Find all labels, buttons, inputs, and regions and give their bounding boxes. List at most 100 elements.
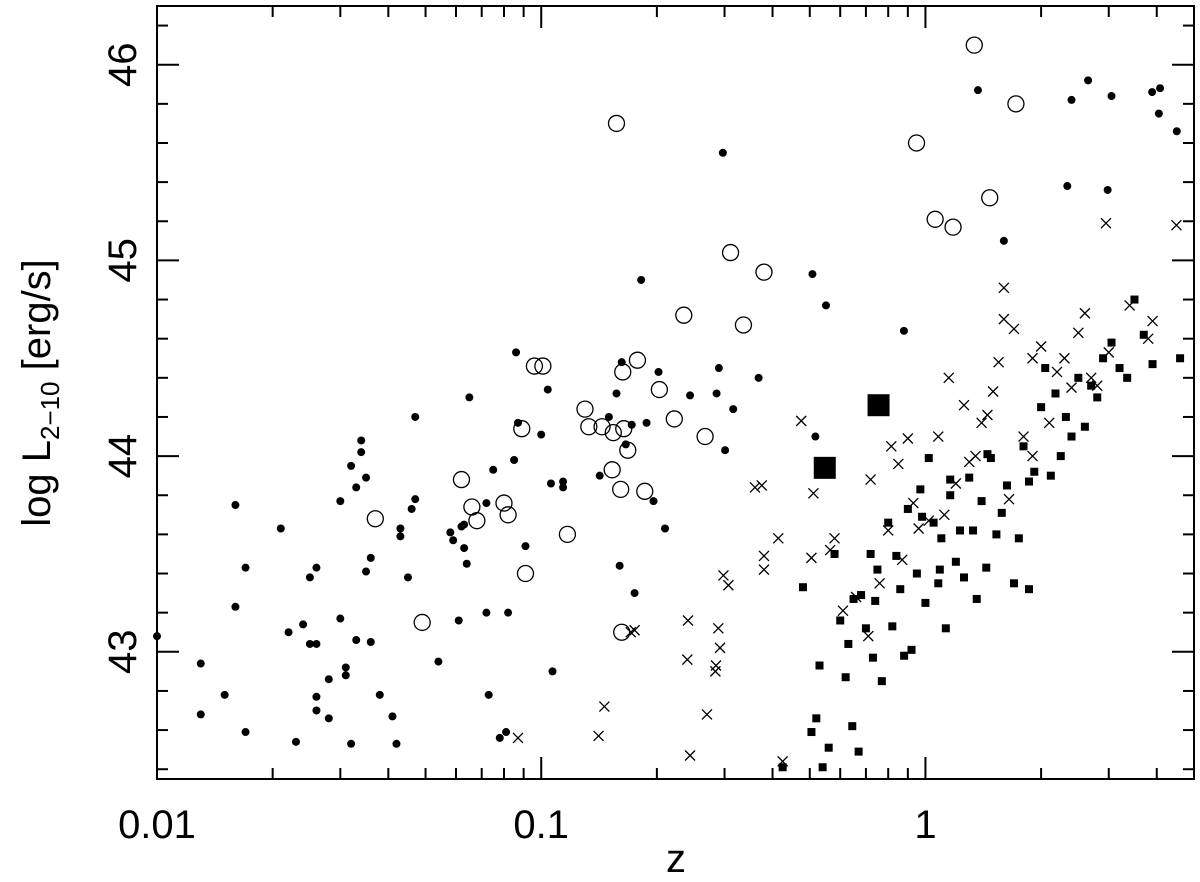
point-filled-circle <box>821 301 830 310</box>
point-filled-circle <box>312 563 321 572</box>
point-filled-circle <box>718 148 727 157</box>
point-filled-square <box>857 591 866 600</box>
point-filled-circle <box>899 326 908 335</box>
point-filled-circle <box>407 504 416 513</box>
y-axis-label-main: log L <box>15 440 59 527</box>
point-open-circle <box>558 525 577 544</box>
point-filled-circle <box>604 412 613 421</box>
point-open-circle <box>675 306 693 324</box>
point-cross <box>709 665 721 677</box>
y-axis-label: log L2−10 [erg/s] <box>15 259 65 527</box>
point-open-circle <box>499 506 517 524</box>
point-filled-circle <box>595 471 604 480</box>
point-large-filled-square <box>867 394 890 417</box>
point-open-circle <box>926 210 944 228</box>
y-tick-label: 44 <box>101 434 145 479</box>
point-filled-circle <box>495 733 504 742</box>
point-cross <box>1035 341 1047 352</box>
point-filled-square <box>900 651 909 660</box>
point-filled-square <box>1019 442 1028 451</box>
point-filled-circle <box>1107 92 1116 101</box>
point-open-circle <box>580 418 598 436</box>
point-open-circle <box>755 263 773 281</box>
point-filled-circle <box>1172 127 1181 136</box>
point-filled-square <box>997 508 1006 517</box>
point-filled-square <box>935 565 944 574</box>
point-cross <box>714 642 726 654</box>
x-tick-label: 0.01 <box>118 803 196 847</box>
point-filled-square <box>1123 373 1132 382</box>
point-cross <box>682 615 694 626</box>
point-filled-circle <box>347 739 356 748</box>
point-filled-circle <box>811 432 820 441</box>
point-filled-circle <box>312 692 321 701</box>
point-open-circle <box>636 482 654 500</box>
point-filled-square <box>892 551 901 560</box>
point-filled-square <box>916 485 925 494</box>
point-filled-circle <box>543 385 552 394</box>
point-filled-square <box>1087 381 1096 390</box>
point-filled-circle <box>1067 95 1076 104</box>
point-filled-square <box>1030 467 1039 476</box>
point-filled-circle <box>465 393 474 402</box>
point-filled-square <box>946 475 955 484</box>
point-cross <box>625 626 637 638</box>
point-filled-square <box>1037 403 1046 412</box>
point-open-circle <box>650 380 669 399</box>
point-cross <box>807 487 819 499</box>
point-cross <box>829 532 841 544</box>
point-filled-circle <box>999 236 1008 245</box>
point-filled-square <box>844 639 853 648</box>
x-tick-label: 1 <box>914 803 936 847</box>
point-filled-circle <box>366 553 375 562</box>
point-cross <box>976 417 988 429</box>
point-filled-square <box>951 557 960 566</box>
point-filled-square <box>884 518 893 527</box>
point-filled-circle <box>559 477 568 486</box>
point-filled-circle <box>482 608 491 617</box>
point-cross <box>865 474 877 486</box>
point-cross <box>717 570 729 581</box>
point-cross <box>1043 417 1055 429</box>
point-cross <box>981 409 993 421</box>
point-filled-circle <box>502 728 511 737</box>
x-axis-label: z <box>666 837 686 881</box>
point-cross <box>970 450 981 462</box>
y-tick-label: 43 <box>101 630 145 675</box>
point-filled-square <box>924 454 933 463</box>
point-filled-circle <box>546 479 555 488</box>
point-cross <box>712 622 724 634</box>
point-filled-circle <box>341 663 350 672</box>
y-axis-label-subscript: 2−10 <box>35 381 65 440</box>
point-filled-circle <box>1154 109 1163 118</box>
point-cross <box>958 399 970 411</box>
point-open-circle <box>603 461 621 479</box>
point-cross <box>987 386 999 397</box>
point-filled-circle <box>231 501 240 510</box>
point-cross <box>1003 493 1015 505</box>
point-filled-circle <box>712 389 721 398</box>
plot-frame <box>156 5 1195 780</box>
point-cross <box>943 372 955 384</box>
point-filled-circle <box>559 483 568 492</box>
point-filled-square <box>866 549 875 558</box>
point-filled-circle <box>521 542 530 551</box>
point-filled-square <box>815 661 824 670</box>
point-filled-circle <box>312 639 321 648</box>
point-cross <box>874 577 886 589</box>
point-filled-square <box>1176 354 1185 363</box>
point-cross <box>1072 327 1084 339</box>
point-filled-square <box>903 504 912 513</box>
point-filled-square <box>849 594 858 603</box>
point-cross <box>892 458 904 470</box>
point-cross <box>1100 217 1112 229</box>
point-cross <box>749 481 761 493</box>
point-filled-circle <box>153 632 161 641</box>
y-axis-label-unit: [erg/s] <box>15 259 59 381</box>
point-open-circle <box>1007 95 1025 113</box>
point-open-circle <box>593 418 611 436</box>
point-filled-circle <box>357 436 366 445</box>
point-filled-square <box>946 491 955 500</box>
point-cross <box>1147 315 1158 327</box>
point-filled-circle <box>649 497 658 506</box>
